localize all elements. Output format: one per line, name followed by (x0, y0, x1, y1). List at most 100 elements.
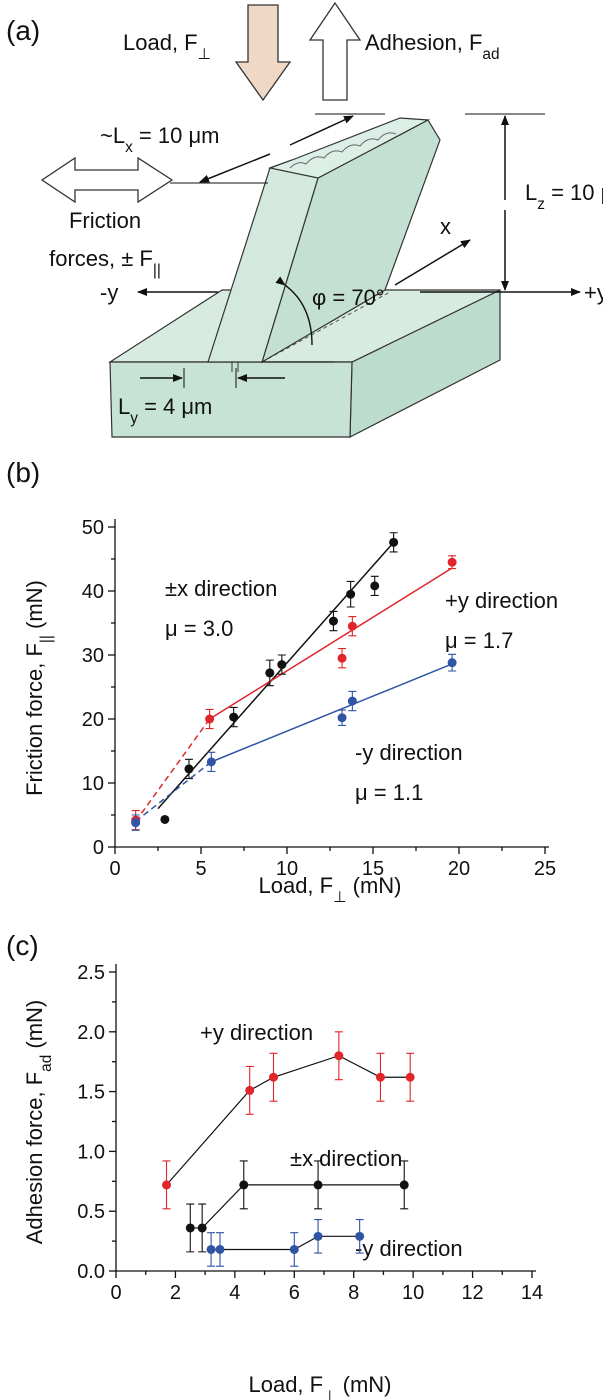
diagram-label-part: ~L (100, 123, 125, 148)
point (215, 1244, 225, 1254)
y-tick-label: 2.5 (77, 962, 105, 984)
y-tick-label: 1.5 (77, 1082, 105, 1104)
adhesion-arrow (308, 1, 362, 101)
series-line (211, 1235, 360, 1251)
fin-gap (231, 362, 239, 372)
x-tick-label: 0 (109, 858, 120, 880)
x-tick-label: 0 (110, 1282, 121, 1304)
point (205, 714, 215, 724)
lx-arrow-b (199, 153, 271, 183)
axes (114, 519, 549, 848)
fit-line (135, 718, 211, 822)
annotation: -y direction (355, 1236, 463, 1261)
axes (115, 964, 536, 1272)
x-tick-label: 20 (448, 858, 470, 880)
diagram-label-part: ⊥ (198, 46, 211, 63)
point (346, 589, 356, 599)
point (206, 1244, 216, 1254)
diagram-label-part: +y (584, 280, 603, 305)
point (447, 658, 457, 668)
y-axis-label: Friction force, F|| (mN) (22, 580, 55, 796)
y-axis-label-part: (mN) (22, 1000, 47, 1055)
point (160, 814, 170, 824)
diagram-label: Lz = 10 μm (525, 180, 603, 213)
point (313, 1231, 323, 1241)
y-tick-label: 40 (82, 581, 104, 603)
point (447, 557, 457, 567)
point (328, 616, 338, 626)
x-tick-label: 10 (402, 1282, 424, 1304)
y-tick-label: 2.0 (77, 1022, 105, 1044)
diagram-label: x (440, 214, 451, 239)
y-tick-label: 20 (82, 709, 104, 731)
friction-arrow (40, 156, 174, 204)
point (389, 537, 399, 547)
diagram-label: Friction (69, 208, 141, 233)
diagram-label: Load, F⊥ (123, 30, 211, 63)
point (206, 757, 216, 767)
fit-line (135, 761, 212, 822)
diagram-label: ~Lx = 10 μm (100, 123, 219, 156)
point (337, 713, 347, 723)
phi-arc (275, 276, 313, 346)
x-axis-label: Load, F⊥ (mN) (258, 873, 401, 906)
point (245, 1085, 255, 1095)
diagram (40, 1, 581, 438)
diagram-label: forces, ± F|| (49, 246, 161, 279)
point (347, 621, 357, 631)
annotation: +y direction (200, 1020, 313, 1045)
point (197, 1223, 207, 1233)
annotation: μ = 1.1 (355, 780, 423, 805)
x-tick-label: 14 (521, 1282, 543, 1304)
point (184, 764, 194, 774)
y-axis-label-part: ad (38, 1055, 55, 1072)
annotation: ±x direction (290, 1146, 402, 1171)
annotation: +y direction (445, 588, 558, 613)
diagram-label-part: ad (482, 46, 499, 63)
x-tick-label: 15 (362, 858, 384, 880)
point (334, 1051, 344, 1061)
y-axis-label: Adhesion force, Fad (mN) (22, 1000, 55, 1245)
y-axis-label-part: Friction force, F (22, 643, 47, 796)
y-tick-label: 30 (82, 645, 104, 667)
diagram-label-part: -y (100, 280, 118, 305)
x-tick-label: 5 (195, 858, 206, 880)
annotation: ±x direction (165, 576, 277, 601)
point (277, 660, 287, 670)
x-tick-label: 10 (276, 858, 298, 880)
diagram-label-part: Load, F (123, 30, 198, 55)
y-axis-label-part: || (38, 635, 55, 643)
lx-arrow-a (289, 115, 354, 146)
point (289, 1244, 299, 1254)
point (375, 1072, 385, 1082)
diagram-label-part: = 4 μm (138, 394, 212, 419)
x-axis-label-part: ⊥ (323, 1388, 336, 1400)
panel-label: (c) (6, 930, 39, 961)
x-tick-label: 6 (289, 1282, 300, 1304)
series-line (190, 1184, 405, 1229)
diagram-label-part: z (537, 196, 545, 213)
diagram-label: +y (584, 280, 603, 305)
panel-label: (b) (6, 457, 40, 488)
diagram-label-part: y (130, 410, 138, 427)
x-tick-label: 8 (348, 1282, 359, 1304)
point (405, 1072, 415, 1082)
diagram-label-part: = 10 μm (545, 180, 603, 205)
x-tick-label: 2 (170, 1282, 181, 1304)
point (239, 1180, 249, 1190)
diagram-label: Ly = 4 μm (118, 394, 212, 427)
point (347, 696, 357, 706)
load-arrow (234, 4, 292, 102)
diagram-label-part: x (125, 139, 133, 156)
diagram-label-part: Friction (69, 208, 141, 233)
annotation: -y direction (355, 740, 463, 765)
x-arrow (394, 239, 471, 286)
series-line (166, 1055, 411, 1186)
y-tick-label: 50 (82, 517, 104, 539)
point (265, 668, 275, 678)
fit-line (157, 541, 395, 810)
x-tick-label: 4 (229, 1282, 240, 1304)
point (337, 653, 347, 663)
x-axis-label-part: Load, F (248, 1372, 323, 1397)
x-axis-label-part: Load, F (258, 873, 333, 898)
